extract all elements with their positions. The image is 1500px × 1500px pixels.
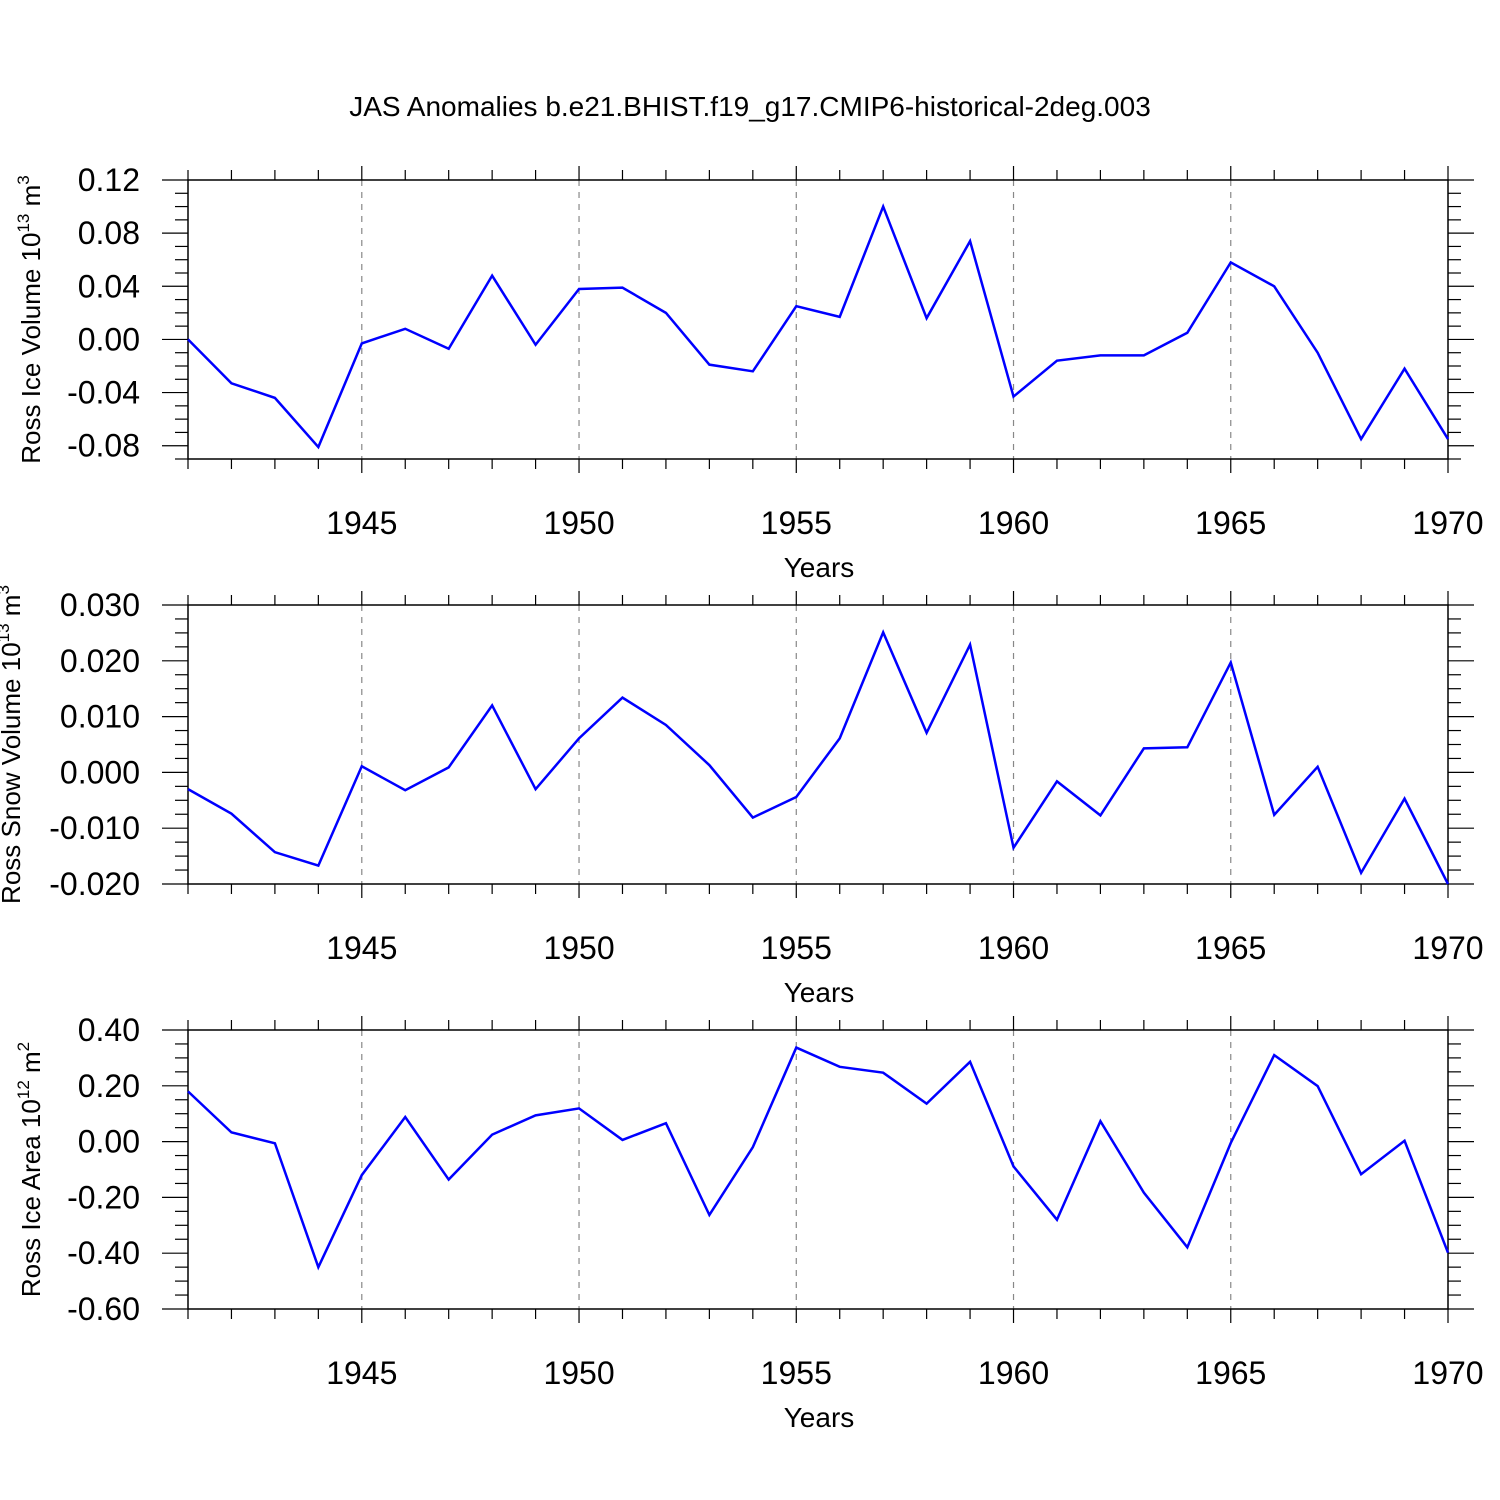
y-tick-label: 0.08 <box>78 215 140 251</box>
series-line <box>187 1045 1450 1271</box>
y-tick-label: -0.010 <box>49 810 140 846</box>
x-tick-label: 1945 <box>326 505 397 541</box>
x-axis-label: Years <box>784 552 855 583</box>
plot-frame <box>187 179 1449 460</box>
panels: 0.12 0.08 0.04 0.00 -0.04 -0.08 1945 1950 1955 19… <box>0 162 1484 1433</box>
y-tick-label: 0.40 <box>78 1012 140 1048</box>
y-tick-label: 0.20 <box>78 1068 140 1104</box>
y-tick-label: -0.04 <box>67 375 140 411</box>
y-tick-label: 0.12 <box>78 162 140 198</box>
x-tick-label: 1950 <box>543 1355 614 1391</box>
y-axis-label: Ross Ice Area 1012 m2 <box>14 1042 46 1297</box>
y-tick-label: 0.030 <box>60 587 140 623</box>
x-axis-label: Years <box>784 977 855 1008</box>
x-tick-label: 1955 <box>761 930 832 966</box>
y-tick-label: 0.000 <box>60 754 140 790</box>
x-tick-label: 1970 <box>1412 930 1483 966</box>
y-tick-label: 0.010 <box>60 699 140 735</box>
series-line <box>187 203 1450 450</box>
x-tick-label: 1955 <box>761 505 832 541</box>
y-tick-label: 0.00 <box>78 1124 140 1160</box>
x-tick-label: 1950 <box>543 930 614 966</box>
x-tick-label: 1945 <box>326 1355 397 1391</box>
x-tick-label: 1955 <box>761 1355 832 1391</box>
plot-frame <box>187 604 1449 885</box>
x-axis-label: Years <box>784 1402 855 1433</box>
x-tick-label: 1960 <box>978 1355 1049 1391</box>
x-tick-label: 1970 <box>1412 1355 1483 1391</box>
y-tick-label: -0.60 <box>67 1291 140 1327</box>
y-axis-label: Ross Ice Volume 1013 m3 <box>14 175 46 464</box>
x-tick-label: 1965 <box>1195 930 1266 966</box>
y-axis-label: Ross Snow Volume 1013 m3 <box>0 585 26 904</box>
y-tick-label: -0.40 <box>67 1235 140 1271</box>
chart-title: JAS Anomalies b.e21.BHIST.f19_g17.CMIP6-… <box>349 91 1151 122</box>
x-tick-label: 1970 <box>1412 505 1483 541</box>
x-tick-label: 1960 <box>978 930 1049 966</box>
x-tick-label: 1945 <box>326 930 397 966</box>
panel-3: 0.40 0.20 0.00 -0.20 -0.40 -0.60 1945 1950 1955 1… <box>14 1012 1484 1433</box>
y-tick-label: 0.020 <box>60 643 140 679</box>
y-tick-label: -0.020 <box>49 866 140 902</box>
series-line <box>187 629 1450 885</box>
plot-frame <box>187 1029 1449 1310</box>
panel-2: 0.030 0.020 0.010 0.000 -0.010 -0.020 1945 1950… <box>0 585 1484 1008</box>
panel-1: 0.12 0.08 0.04 0.00 -0.04 -0.08 1945 1950 1955 19… <box>14 162 1484 583</box>
x-tick-label: 1965 <box>1195 505 1266 541</box>
y-tick-label: 0.04 <box>78 268 140 304</box>
x-tick-label: 1950 <box>543 505 614 541</box>
x-tick-label: 1960 <box>978 505 1049 541</box>
x-tick-label: 1965 <box>1195 1355 1266 1391</box>
y-tick-label: 0.00 <box>78 321 140 357</box>
y-tick-label: -0.20 <box>67 1179 140 1215</box>
y-tick-label: -0.08 <box>67 428 140 464</box>
